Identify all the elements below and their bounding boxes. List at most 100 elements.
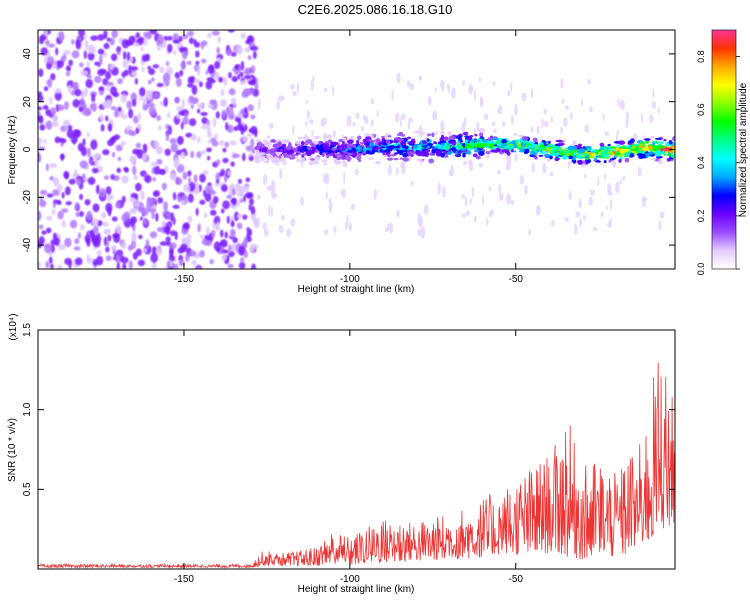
heatmap-cell <box>38 110 41 117</box>
heatmap-cell <box>578 153 583 156</box>
colorbar-ticks: 0.0 0.2 0.4 0.6 0.8 <box>696 50 740 275</box>
heatmap-cell <box>524 185 528 195</box>
heatmap-cell <box>310 79 314 91</box>
heatmap-cell <box>451 140 457 146</box>
heatmap-cell <box>101 211 107 219</box>
heatmap-cell <box>660 141 664 145</box>
heatmap-cell <box>143 217 148 226</box>
heatmap-cell <box>94 61 101 66</box>
heatmap-cell <box>305 120 308 127</box>
heatmap-cell <box>192 97 199 104</box>
spectrogram-heatmap <box>38 30 675 269</box>
heatmap-cell <box>139 87 146 97</box>
heatmap-cell <box>79 224 86 231</box>
heatmap-cell <box>216 159 221 165</box>
heatmap-cell <box>209 79 216 84</box>
heatmap-cell <box>43 138 47 144</box>
heatmap-cell <box>421 145 428 148</box>
heatmap-cell <box>163 201 169 211</box>
heatmap-cell <box>245 177 251 183</box>
heatmap-cell <box>323 229 329 235</box>
heatmap-cell <box>619 179 622 185</box>
snr-line-layer <box>38 362 675 569</box>
heatmap-cell <box>399 157 404 160</box>
heatmap-cell <box>47 56 54 65</box>
heatmap-cell <box>176 164 185 173</box>
heatmap-cell <box>362 138 368 143</box>
heatmap-cell <box>352 122 356 127</box>
heatmap-cell <box>642 196 648 202</box>
heatmap-cell <box>652 87 655 99</box>
heatmap-cell <box>64 186 71 196</box>
heatmap-cell <box>74 169 78 177</box>
heatmap-cell <box>306 109 311 120</box>
heatmap-cell <box>53 199 61 204</box>
heatmap-cell <box>315 144 320 150</box>
heatmap-cell <box>169 137 177 145</box>
heatmap-cell <box>236 201 240 207</box>
heatmap-cell <box>103 228 112 235</box>
heatmap-cell <box>589 189 595 196</box>
heatmap-cell <box>458 143 463 149</box>
heatmap-cell <box>407 119 411 131</box>
heatmap-cell <box>230 220 235 228</box>
heatmap-cell <box>100 124 105 132</box>
heatmap-cell <box>255 145 259 151</box>
heatmap-cell <box>564 217 570 222</box>
heatmap-cell <box>608 159 612 163</box>
heatmap-cell <box>427 96 432 106</box>
heatmap-cell <box>334 161 341 165</box>
heatmap-cell <box>134 77 138 85</box>
heatmap-cell <box>172 217 176 226</box>
heatmap-cell <box>157 197 164 204</box>
heatmap-cell <box>502 121 506 127</box>
heatmap-cell <box>111 151 116 158</box>
heatmap-cell <box>150 140 155 147</box>
heatmap-cell <box>148 106 157 117</box>
heatmap-cell <box>451 87 456 99</box>
heatmap-cell <box>423 204 429 215</box>
heatmap-cell <box>227 30 235 33</box>
heatmap-cell <box>236 213 244 219</box>
heatmap-cell <box>237 118 242 126</box>
heatmap-cell <box>399 118 402 128</box>
heatmap-cell <box>611 158 617 168</box>
heatmap-cell <box>281 139 288 144</box>
heatmap-cell <box>604 131 610 136</box>
heatmap-cell <box>121 71 127 78</box>
heatmap-cell <box>402 145 407 149</box>
heatmap-cell <box>201 117 208 125</box>
heatmap-cell <box>543 108 547 115</box>
heatmap-cell <box>130 208 135 214</box>
heatmap-cell <box>468 159 471 166</box>
heatmap-cell <box>239 198 244 203</box>
heatmap-cell <box>91 93 96 103</box>
heatmap-cell <box>569 112 573 120</box>
heatmap-cell <box>395 112 400 123</box>
heatmap-cell <box>181 98 185 109</box>
heatmap-cell <box>529 154 535 158</box>
heatmap-cell <box>211 140 219 147</box>
heatmap-cell <box>161 220 167 228</box>
heatmap-cell <box>156 115 162 121</box>
heatmap-cell <box>560 126 563 134</box>
heatmap-cell <box>657 107 660 114</box>
heatmap-cell <box>501 138 507 144</box>
heatmap-cell <box>209 99 217 105</box>
heatmap-cell <box>99 113 104 122</box>
heatmap-cell <box>161 182 167 191</box>
heatmap-cell <box>536 125 540 135</box>
heatmap-cell <box>462 213 466 218</box>
colorbar-label: Normalized spectral amplitude <box>738 82 749 217</box>
heatmap-cell <box>280 214 285 221</box>
heatmap-cell <box>183 222 190 230</box>
heatmap-cell <box>611 149 616 152</box>
heatmap-cell <box>376 109 379 118</box>
heatmap-cell <box>86 132 90 138</box>
heatmap-cell <box>75 211 81 217</box>
spectrogram-panel: -150 -100 -50 -40 -20 0 20 40 Height of straig… <box>7 29 676 295</box>
heatmap-cell <box>132 148 140 155</box>
heatmap-cell <box>297 136 303 140</box>
heatmap-cell <box>473 215 477 223</box>
heatmap-cell <box>365 147 373 151</box>
